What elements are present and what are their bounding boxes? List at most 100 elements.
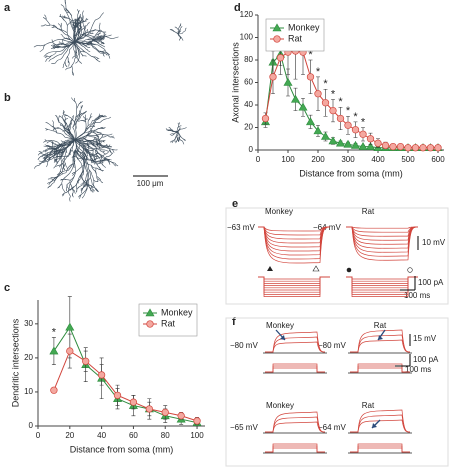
neurite xyxy=(74,51,78,60)
neurite xyxy=(42,155,48,162)
legend-marker xyxy=(146,320,154,328)
neurite xyxy=(97,135,99,138)
significance-star: * xyxy=(331,88,336,100)
marker xyxy=(350,140,361,149)
neurite xyxy=(87,44,90,46)
neurite xyxy=(42,17,47,20)
significance-star: * xyxy=(361,116,366,128)
neurite xyxy=(60,170,63,175)
neurite xyxy=(95,140,98,144)
neurite xyxy=(65,37,69,39)
neurite xyxy=(52,177,56,181)
neurite xyxy=(64,41,76,49)
neurite xyxy=(56,115,58,119)
neurite xyxy=(59,152,62,158)
neurite xyxy=(68,38,71,41)
trace xyxy=(265,363,325,373)
neurite xyxy=(85,24,88,27)
marker xyxy=(177,412,185,420)
neurite xyxy=(102,53,105,57)
neurite xyxy=(90,138,95,141)
neurite xyxy=(53,176,57,178)
neurite xyxy=(46,141,50,144)
neurite xyxy=(59,43,62,45)
neurite xyxy=(174,136,177,140)
series-line xyxy=(265,50,438,149)
neurite xyxy=(56,132,66,138)
neurite xyxy=(87,38,91,40)
neurite xyxy=(96,176,99,180)
neurite xyxy=(65,165,68,169)
neurite xyxy=(88,151,92,158)
neurite xyxy=(92,155,95,159)
neurite xyxy=(78,101,82,105)
neurite xyxy=(46,149,53,151)
trace xyxy=(350,409,411,433)
neurite xyxy=(67,49,70,57)
neurite xyxy=(84,159,92,166)
neurite xyxy=(66,155,70,158)
neurite xyxy=(67,131,71,136)
neurite xyxy=(89,116,93,118)
neurite xyxy=(64,190,69,194)
neurite xyxy=(68,63,70,67)
neurite xyxy=(84,146,96,150)
neurite xyxy=(170,134,173,136)
neurite xyxy=(78,194,82,198)
trace xyxy=(350,367,410,373)
scale-label: 100 pA xyxy=(418,278,444,287)
neurite xyxy=(66,9,70,13)
marker xyxy=(359,130,367,138)
neurite xyxy=(84,42,88,45)
neurite xyxy=(84,45,88,48)
neurite xyxy=(87,144,89,147)
neurite xyxy=(44,24,51,26)
neurite xyxy=(180,26,183,29)
significance-star: * xyxy=(323,78,328,90)
neurite xyxy=(92,125,95,127)
neurite xyxy=(69,139,76,145)
neurite xyxy=(95,149,102,156)
neurite xyxy=(82,185,86,189)
y-tick-label: 0 xyxy=(29,421,34,430)
neurite xyxy=(80,112,85,114)
neurite xyxy=(67,180,71,185)
neurite xyxy=(51,56,56,60)
neurite xyxy=(71,59,75,66)
neurite xyxy=(46,156,50,158)
neurite xyxy=(95,170,97,174)
marker xyxy=(351,126,360,134)
neuron-drawings xyxy=(33,0,187,202)
neurite xyxy=(64,127,68,131)
neurite xyxy=(77,174,81,182)
marker xyxy=(344,121,352,129)
neurite xyxy=(75,50,77,54)
neurite xyxy=(99,35,103,37)
neurite xyxy=(64,148,67,158)
neurite xyxy=(39,48,44,52)
marker xyxy=(335,138,346,147)
neurite xyxy=(79,61,82,64)
neurite xyxy=(92,118,98,121)
neurite xyxy=(64,144,71,147)
trace xyxy=(265,447,325,453)
marker xyxy=(328,136,338,145)
neurite xyxy=(103,159,106,161)
neurite xyxy=(51,120,54,124)
trace xyxy=(265,443,325,453)
neurite xyxy=(34,165,40,169)
neurite xyxy=(71,186,75,190)
trace xyxy=(346,276,418,289)
neurite xyxy=(107,154,112,157)
legend-label: Monkey xyxy=(288,22,320,32)
neurite xyxy=(74,149,86,160)
neurite xyxy=(80,44,85,48)
neurite xyxy=(80,32,82,38)
neurite xyxy=(78,10,80,13)
neurite xyxy=(99,118,106,123)
neurite xyxy=(90,113,92,117)
y-tick-label: 100 xyxy=(240,33,254,42)
neurite xyxy=(56,151,60,157)
neurite xyxy=(85,154,87,158)
neurite xyxy=(65,117,69,120)
